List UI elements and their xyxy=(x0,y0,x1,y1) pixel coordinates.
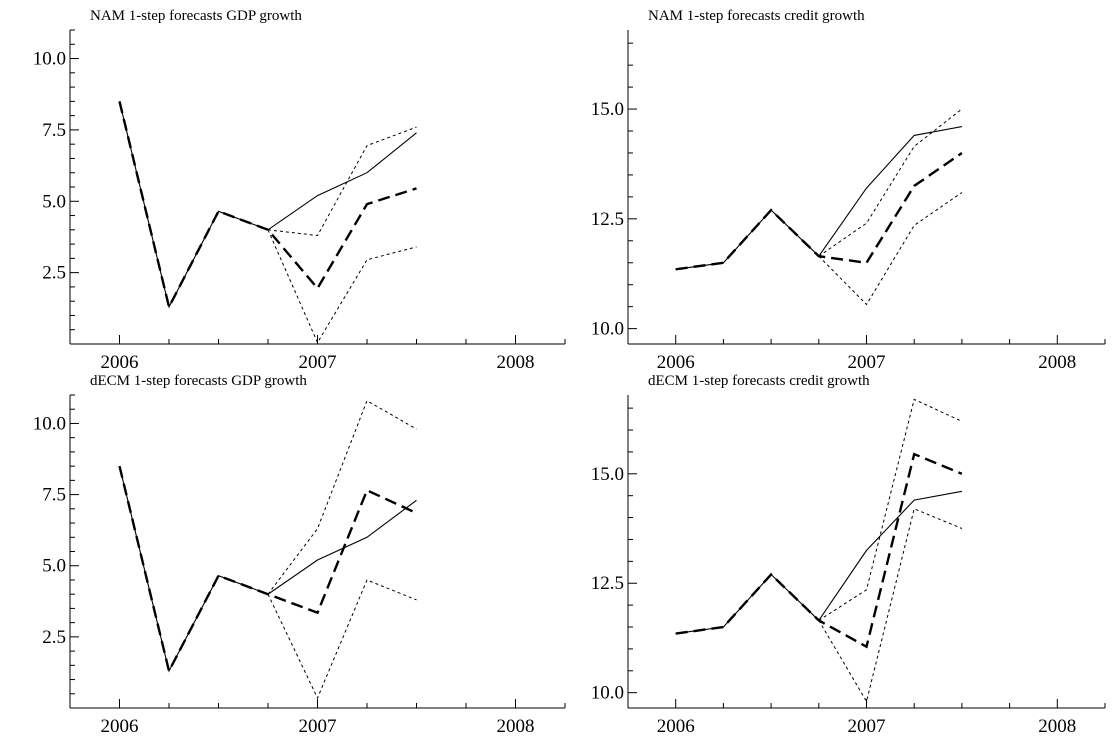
series-line-dotted xyxy=(267,126,417,237)
y-tick-label: 7.5 xyxy=(42,120,66,141)
y-tick-label: 10.0 xyxy=(33,413,66,434)
y-tick-label: 12.5 xyxy=(591,209,624,230)
panel-title: NAM 1-step forecasts credit growth xyxy=(648,8,865,24)
x-tick-label: 2008 xyxy=(1038,716,1076,735)
series-line-dotted xyxy=(818,192,963,306)
y-tick-label: 7.5 xyxy=(42,485,66,506)
chart-panel-3: dECM 1-step forecasts GDP growth 2006 2007… xyxy=(33,373,566,737)
x-tick-label: 2006 xyxy=(101,716,139,735)
chart-panel-2: NAM 1-step forecasts credit growth 2006 20… xyxy=(591,8,1106,373)
series-line-dotted xyxy=(267,579,417,700)
chart-panel-4: dECM 1-step forecasts credit growth 2006 2… xyxy=(591,373,1106,737)
x-tick-label: 2006 xyxy=(657,352,695,373)
y-tick-label: 2.5 xyxy=(42,627,66,648)
y-tick-label: 10.0 xyxy=(591,683,624,704)
series-line-dashed xyxy=(675,452,963,649)
y-tick-label: 5.0 xyxy=(42,191,66,212)
series-line-dashed xyxy=(675,152,963,271)
panel-title: dECM 1-step forecasts GDP growth xyxy=(90,373,307,389)
x-tick-label: 2006 xyxy=(657,716,695,735)
chart-panel-1: NAM 1-step forecasts GDP growth 2006 2007 2… xyxy=(33,8,566,373)
series-line-thin-solid xyxy=(118,465,417,673)
series-line-dashed xyxy=(118,465,418,675)
x-tick-label: 2007 xyxy=(848,716,886,735)
y-tick-label: 2.5 xyxy=(42,263,66,284)
x-tick-label: 2007 xyxy=(299,716,337,735)
x-tick-label: 2008 xyxy=(497,716,535,735)
series-line-dotted xyxy=(818,108,963,257)
series-line-thin-solid xyxy=(118,101,417,309)
panel-title: NAM 1-step forecasts GDP growth xyxy=(90,8,302,24)
x-tick-label: 2008 xyxy=(497,352,535,373)
x-tick-label: 2007 xyxy=(299,352,337,373)
series-line-dashed xyxy=(118,101,417,311)
series-line-thin-solid xyxy=(675,490,962,635)
x-tick-label: 2006 xyxy=(101,352,139,373)
y-tick-label: 10.0 xyxy=(33,49,66,70)
x-tick-label: 2007 xyxy=(848,352,886,373)
series-line-dotted xyxy=(818,508,963,703)
panel-title: dECM 1-step forecasts credit growth xyxy=(648,373,870,389)
series-line-thin-solid xyxy=(675,126,962,270)
series-line-dotted xyxy=(267,399,417,595)
y-tick-label: 15.0 xyxy=(591,99,624,120)
y-tick-label: 5.0 xyxy=(42,556,66,577)
y-tick-label: 12.5 xyxy=(591,573,624,594)
y-tick-label: 10.0 xyxy=(591,319,624,340)
y-tick-label: 15.0 xyxy=(591,464,624,485)
series-line-dotted xyxy=(818,398,963,621)
series-line-dotted xyxy=(267,229,417,344)
x-tick-label: 2008 xyxy=(1038,352,1076,373)
